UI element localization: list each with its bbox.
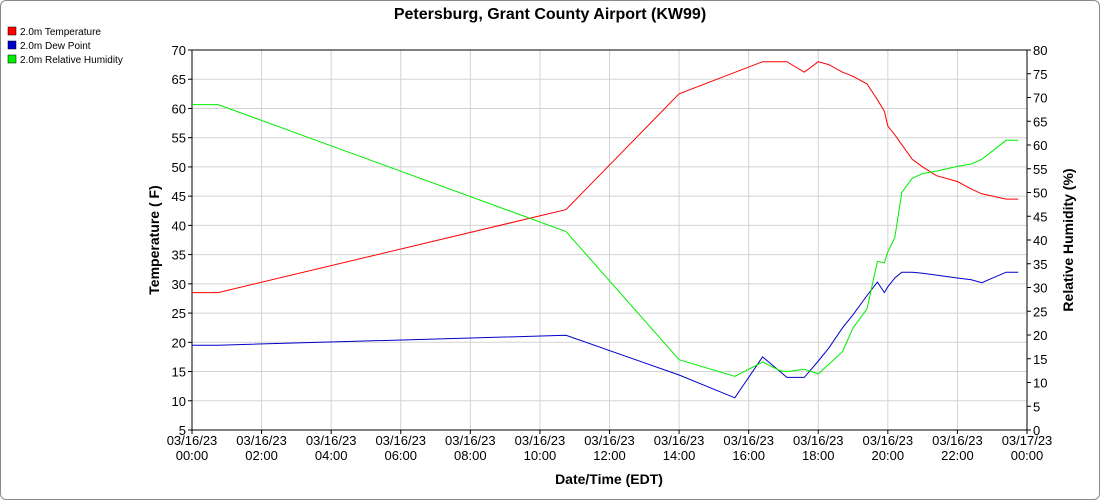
y2-tick-label: 5 [1033, 399, 1040, 414]
legend-label: 2.0m Temperature [20, 27, 101, 38]
x-tick-label-date: 03/16/23 [167, 433, 218, 448]
x-tick-label-time: 08:00 [454, 448, 487, 463]
y-tick-label: 15 [172, 365, 186, 380]
legend-label: 2.0m Dew Point [20, 41, 91, 52]
y2-axis-ticks: 0 5 10 15 20 25 30 35 40 45 50 55 60 65 70 75 80 [1027, 43, 1047, 438]
x-tick-label-time: 02:00 [245, 448, 278, 463]
y-axis-ticks: 5 10 15 20 25 30 35 40 45 50 55 60 65 70 [172, 43, 192, 438]
x-tick-label-date: 03/16/23 [375, 433, 426, 448]
x-tick-label-time: 18:00 [802, 448, 835, 463]
y2-tick-label: 80 [1033, 43, 1047, 58]
x-tick-label-date: 03/16/23 [445, 433, 496, 448]
x-tick-label-date: 03/16/23 [236, 433, 287, 448]
x-tick-label-time: 00:00 [1011, 448, 1044, 463]
y-tick-label: 70 [172, 43, 186, 58]
x-tick-label-time: 20:00 [872, 448, 905, 463]
y-tick-label: 5 [179, 423, 186, 438]
x-tick-label-date: 03/16/23 [515, 433, 566, 448]
y-tick-label: 65 [172, 72, 186, 87]
x-tick-label-time: 06:00 [384, 448, 417, 463]
y2-tick-label: 75 [1033, 67, 1047, 82]
y-axis-label: Temperature ( F) [146, 185, 162, 294]
y-tick-label: 50 [172, 160, 186, 175]
x-tick-label-time: 10:00 [524, 448, 557, 463]
y-tick-label: 20 [172, 335, 186, 350]
series-line-2-0m-relative-humidity [192, 104, 1019, 377]
y2-tick-label: 10 [1033, 376, 1047, 391]
series-lines [192, 61, 1019, 399]
y2-tick-label: 60 [1033, 138, 1047, 153]
y-tick-label: 45 [172, 189, 186, 204]
y2-tick-label: 35 [1033, 257, 1047, 272]
x-tick-label-date: 03/17/23 [1002, 433, 1053, 448]
x-tick-label-time: 14:00 [663, 448, 696, 463]
x-tick-label-time: 00:00 [176, 448, 209, 463]
x-axis-ticks: 03/16/2300:0003/16/2302:0003/16/2304:000… [167, 430, 1053, 463]
y2-tick-label: 25 [1033, 304, 1047, 319]
legend: 2.0m Temperature 2.0m Dew Point 2.0m Relat… [7, 26, 123, 66]
x-tick-label-date: 03/16/23 [932, 433, 983, 448]
y-tick-label: 55 [172, 131, 186, 146]
x-tick-label-time: 04:00 [315, 448, 348, 463]
x-tick-label-date: 03/16/23 [723, 433, 774, 448]
x-tick-label-time: 16:00 [732, 448, 765, 463]
x-tick-label-date: 03/16/23 [793, 433, 844, 448]
x-tick-label-time: 22:00 [941, 448, 974, 463]
x-tick-label-date: 03/16/23 [584, 433, 635, 448]
x-axis-label: Date/Time (EDT) [555, 471, 663, 487]
y2-tick-label: 45 [1033, 209, 1047, 224]
y2-tick-label: 50 [1033, 186, 1047, 201]
y-tick-label: 10 [172, 394, 186, 409]
y2-tick-label: 55 [1033, 162, 1047, 177]
y-tick-label: 60 [172, 101, 186, 116]
y2-axis-label: Relative Humidity (%) [1060, 168, 1076, 311]
y2-tick-label: 30 [1033, 281, 1047, 296]
chart-title: Petersburg, Grant County Airport (KW99) [394, 6, 706, 23]
y2-tick-label: 40 [1033, 233, 1047, 248]
y-tick-label: 40 [172, 218, 186, 233]
y-tick-label: 30 [172, 277, 186, 292]
x-tick-label-time: 12:00 [593, 448, 626, 463]
legend-swatch [7, 26, 17, 36]
x-tick-label-date: 03/16/23 [306, 433, 357, 448]
legend-swatch [7, 40, 17, 50]
y2-tick-label: 65 [1033, 114, 1047, 129]
x-tick-label-date: 03/16/23 [654, 433, 705, 448]
y2-tick-label: 15 [1033, 352, 1047, 367]
series-line-2-0m-dew-point [192, 271, 1019, 399]
plot-grid [191, 49, 1028, 431]
y2-tick-label: 70 [1033, 91, 1047, 106]
x-tick-label-date: 03/16/23 [863, 433, 914, 448]
y2-tick-label: 0 [1033, 423, 1040, 438]
legend-swatch [7, 54, 17, 64]
y2-tick-label: 20 [1033, 328, 1047, 343]
legend-label: 2.0m Relative Humidity [20, 55, 123, 66]
series-line-2-0m-temperature [192, 61, 1019, 294]
y-tick-label: 25 [172, 306, 186, 321]
y-tick-label: 35 [172, 248, 186, 263]
